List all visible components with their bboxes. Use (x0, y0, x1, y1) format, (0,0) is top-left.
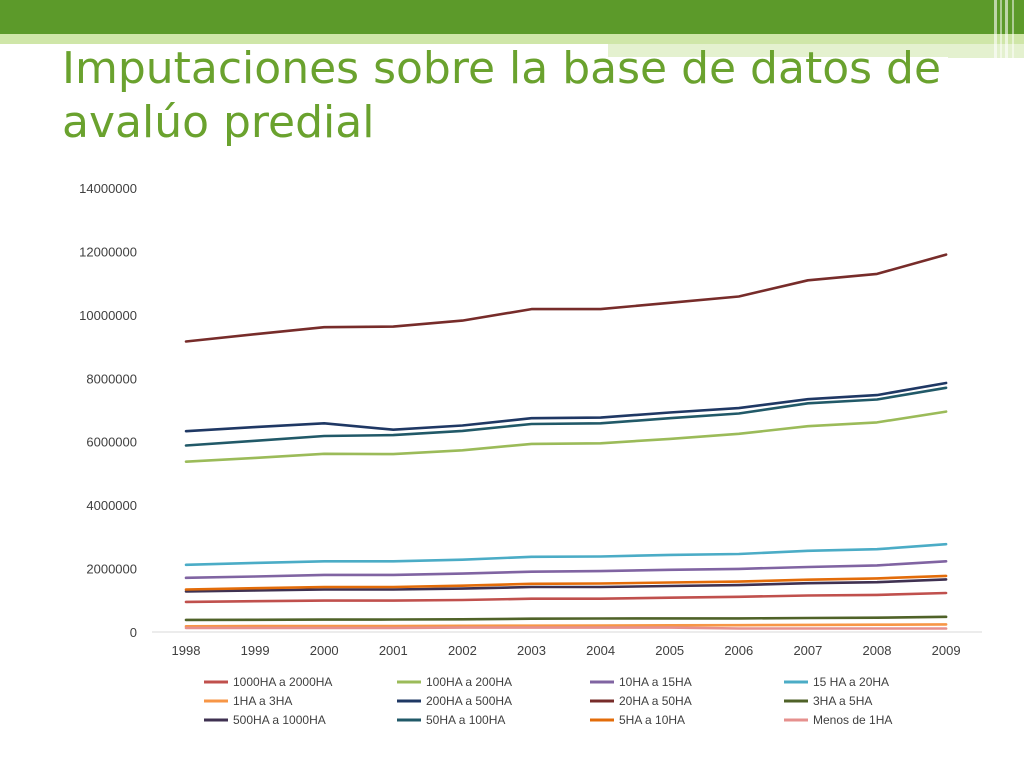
x-tick-label: 2009 (932, 643, 961, 658)
legend-label: 3HA a 5HA (813, 694, 872, 708)
y-tick-label: 0 (130, 625, 137, 640)
series-line-8 (184, 615, 948, 622)
x-tick-label: 2000 (310, 643, 339, 658)
y-axis: 0 2000000 4000000 6000000 8000000 10000000 120… (79, 181, 137, 640)
x-tick-label: 2005 (655, 643, 684, 658)
legend-label: 500HA a 1000HA (233, 713, 326, 727)
header-band (0, 0, 1024, 34)
series-line-11 (184, 574, 948, 591)
legend-label: 1000HA a 2000HA (233, 675, 332, 689)
y-tick-label: 8000000 (86, 371, 137, 386)
series-line-2 (184, 410, 948, 464)
header-accent-band (0, 34, 1024, 44)
x-tick-label: 2001 (379, 643, 408, 658)
x-tick-label: 2002 (448, 643, 477, 658)
x-tick-label: 2003 (517, 643, 546, 658)
legend: 1000HA a 2000HA 100HA a 200HA 10HA a 15HA 1… (204, 675, 892, 727)
series-line-10 (184, 386, 948, 447)
series-line-5 (184, 623, 948, 628)
legend-label: 15 HA a 20HA (813, 675, 889, 689)
x-tick-label: 1999 (241, 643, 270, 658)
legend-label: Menos de 1HA (813, 713, 892, 727)
series-line-4 (184, 542, 948, 567)
legend-label: 10HA a 15HA (619, 675, 692, 689)
header-accent-band-right (608, 44, 1024, 58)
x-tick-label: 2004 (586, 643, 615, 658)
y-tick-label: 2000000 (86, 562, 137, 577)
y-tick-label: 6000000 (86, 435, 137, 450)
series-line-3 (184, 559, 948, 580)
y-tick-label: 14000000 (79, 181, 137, 196)
legend-label: 50HA a 100HA (426, 713, 505, 727)
series-line-1 (184, 591, 948, 604)
x-axis: 1998 1999 2000 2001 2002 2003 2004 2005 2006 2007… (152, 631, 982, 658)
x-tick-label: 1998 (172, 643, 201, 658)
series-line-6 (184, 381, 948, 433)
series-line-9 (184, 578, 948, 593)
series-line-7 (184, 253, 948, 343)
x-tick-label: 2006 (724, 643, 753, 658)
y-tick-label: 10000000 (79, 308, 137, 323)
slide-title: Imputaciones sobre la base de datos de a… (62, 43, 942, 148)
x-tick-label: 2007 (793, 643, 822, 658)
x-tick-label: 2008 (863, 643, 892, 658)
y-tick-label: 12000000 (79, 244, 137, 259)
legend-label: 1HA a 3HA (233, 694, 292, 708)
legend-label: 20HA a 50HA (619, 694, 692, 708)
corner-decoration (994, 0, 1014, 70)
legend-label: 5HA a 10HA (619, 713, 685, 727)
legend-label: 100HA a 200HA (426, 675, 512, 689)
y-tick-label: 4000000 (86, 498, 137, 513)
series-line-12 (184, 626, 948, 630)
header-accent-line (608, 57, 948, 59)
plot-lines (184, 253, 948, 630)
legend-label: 200HA a 500HA (426, 694, 512, 708)
